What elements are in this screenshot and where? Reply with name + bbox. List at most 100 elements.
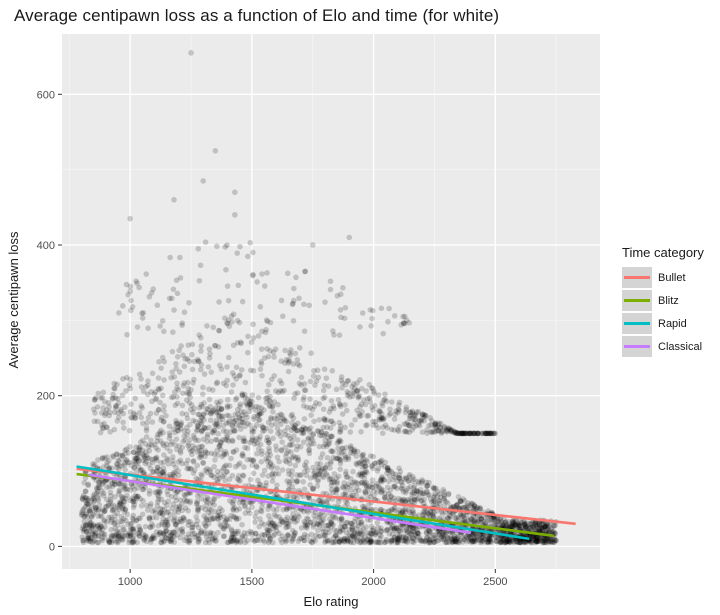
data-point [137,496,144,502]
data-point [333,455,339,462]
data-point [254,435,260,442]
data-point [298,374,305,381]
data-point [267,347,273,354]
data-point [380,330,387,337]
y-axis-title: Average centipawn loss [6,231,21,369]
data-point [225,354,232,361]
data-point [154,488,160,495]
data-point [85,481,92,488]
data-point [120,524,126,531]
data-point [274,416,281,422]
data-point [176,347,182,354]
data-point [352,417,358,423]
data-point [152,489,158,496]
data-point [270,435,276,442]
data-point [145,378,151,384]
data-point [344,388,351,395]
data-point [337,536,344,543]
data-point [277,417,283,424]
data-point [195,437,202,444]
data-point [226,476,233,482]
data-point [175,468,182,474]
data-point [123,495,129,502]
data-point [207,410,214,416]
data-point [321,416,328,423]
data-point [265,473,272,479]
data-point [111,521,118,527]
data-point [370,527,377,534]
data-point [420,491,426,497]
data-point [198,362,205,368]
data-point [206,506,213,513]
data-point [119,463,125,469]
data-point [101,455,108,461]
data-point [278,447,285,453]
data-point [210,324,217,331]
data-point [187,518,193,525]
data-point [224,412,230,419]
data-point [149,370,156,377]
data-point [227,537,234,543]
data-point [328,397,335,404]
data-point [355,459,362,466]
data-point [308,435,315,442]
data-point [192,534,198,541]
data-point [244,349,251,356]
data-point [172,402,179,409]
data-point [250,416,257,422]
data-point [175,509,182,515]
data-point [81,513,87,520]
data-point [97,429,104,436]
data-point [255,394,262,401]
data-point [255,412,261,419]
data-point [260,537,267,543]
data-point [115,457,122,464]
data-point [244,445,251,452]
data-point [110,453,116,459]
data-point [204,431,211,438]
data-point [198,366,204,373]
data-point [188,448,194,455]
data-point [127,497,134,504]
legend-item-rapid: Rapid [622,312,704,335]
data-point [302,522,308,528]
data-point [172,521,179,527]
data-point [244,414,250,421]
data-point [117,487,123,493]
data-point [279,313,286,320]
data-point [120,484,127,490]
data-point [302,268,309,275]
data-point [196,277,203,284]
data-point [324,538,331,545]
data-point [417,537,424,544]
data-point [106,483,113,490]
data-point [370,418,376,425]
data-point [399,538,406,544]
data-point [184,538,191,545]
data-point [270,506,277,513]
legend-key [622,336,652,357]
data-point [117,529,123,535]
data-point [140,531,146,538]
data-point [101,399,108,405]
data-point [278,518,284,524]
data-point [504,538,511,545]
data-point [337,529,343,535]
data-point [219,416,226,423]
data-point [395,527,402,534]
data-point [256,416,263,423]
legend-key [622,313,652,334]
data-point [536,527,543,533]
data-point [283,458,290,465]
data-point [372,539,379,545]
data-point [218,446,224,453]
data-point [244,456,251,463]
data-point [91,396,98,403]
data-point [273,524,280,531]
data-point [362,539,369,545]
data-point [173,360,179,367]
data-point [377,458,384,465]
data-point [294,443,301,449]
data-point [286,479,293,485]
data-point [206,346,213,352]
